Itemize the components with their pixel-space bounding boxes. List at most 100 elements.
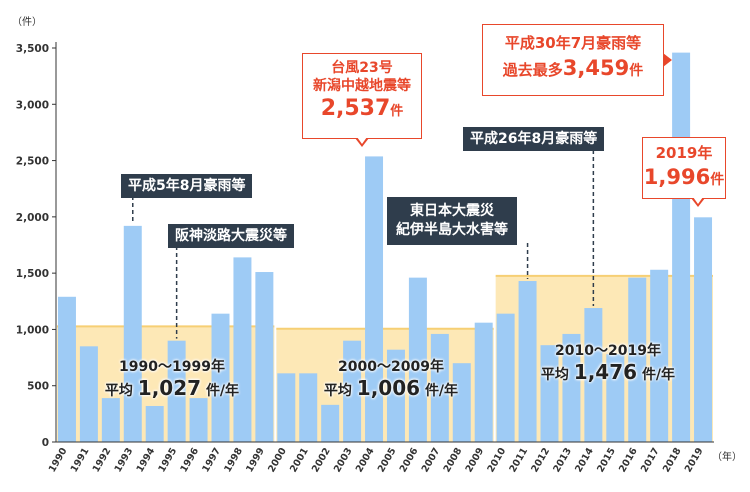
bar-2006	[408, 277, 427, 442]
x-tick-label-2007: 2007	[420, 446, 443, 474]
average-period-2000s: 2000〜2009年	[338, 359, 444, 375]
bar-2005	[386, 349, 405, 442]
y-unit-label: （件）	[12, 16, 42, 28]
x-tick-label-1990: 1990	[47, 446, 70, 475]
average-period-1990s: 1990〜1999年	[119, 359, 225, 375]
bar-2007	[430, 333, 449, 442]
x-tick-label-2006: 2006	[398, 446, 421, 475]
bar-2008	[452, 363, 471, 442]
annotation-2019-line1: 2019年	[655, 144, 713, 162]
y-tick-label-4: 2,000	[16, 212, 49, 224]
average-label-1990s: 1990〜1999年 平均 1,027 件/年	[92, 358, 252, 403]
x-tick-label-1992: 1992	[91, 446, 114, 474]
x-tick-label-1993: 1993	[113, 446, 136, 474]
x-tick-label-2008: 2008	[442, 446, 465, 475]
bar-2019	[694, 217, 713, 442]
annotation-2018-value: 3,459	[562, 56, 630, 80]
x-tick-label-2009: 2009	[464, 446, 487, 474]
x-tick-label-2016: 2016	[617, 446, 640, 475]
x-tick-label-2015: 2015	[595, 446, 618, 474]
x-tick-label-2019: 2019	[683, 446, 706, 474]
annotation-1993: 平成5年8月豪雨等	[121, 174, 253, 198]
x-tick-label-1994: 1994	[135, 446, 158, 475]
bar-2013	[562, 333, 581, 442]
bar-2017	[650, 269, 669, 442]
x-tick-label-1997: 1997	[200, 446, 223, 474]
average-suffix-2000s: 件/年	[424, 383, 459, 399]
x-tick-label-2004: 2004	[354, 446, 377, 475]
annotation-2018-unit: 件	[629, 63, 644, 79]
annotation-2011-line2: 紀伊半島大水害等	[396, 222, 508, 238]
annotation-2011-line1: 東日本大震災	[410, 203, 494, 219]
average-suffix-2010s: 件/年	[641, 367, 676, 383]
average-label-2010s: 2010〜2019年 平均 1,476 件/年	[528, 342, 688, 387]
bar-2003	[343, 340, 362, 442]
x-tick-label-2005: 2005	[376, 446, 399, 474]
y-tick-label-1: 500	[27, 381, 49, 393]
x-tick-label-2003: 2003	[332, 446, 355, 474]
average-value-2000s: 1,006	[356, 376, 421, 400]
annotation-2011: 東日本大震災 紀伊半島大水害等	[387, 197, 517, 245]
x-tick-label-2018: 2018	[661, 446, 684, 475]
bar-2012	[540, 345, 559, 442]
bar-2001	[299, 373, 318, 442]
x-tick-label-2000: 2000	[266, 446, 289, 475]
bar-1996	[189, 398, 208, 442]
x-tick-label-1998: 1998	[222, 446, 245, 475]
bar-1998	[233, 257, 252, 442]
bar-2011	[518, 281, 537, 442]
x-unit-label: （年）	[712, 450, 742, 463]
annotation-2004: 台風23号 新潟中越地震等 2,537件	[302, 53, 422, 147]
x-tick-label-2012: 2012	[529, 446, 552, 474]
y-tick-label-3: 1,500	[16, 268, 49, 280]
bar-2016	[628, 277, 647, 442]
bar-1995	[167, 340, 186, 442]
x-tick-label-2017: 2017	[639, 446, 662, 474]
bar-1997	[211, 313, 230, 442]
bar-2015	[606, 354, 625, 442]
annotation-2004-line1: 台風23号	[331, 60, 393, 76]
bar-2004	[365, 156, 384, 442]
x-tick-label-2002: 2002	[310, 446, 333, 474]
annotation-2019: 2019年 1,996件	[642, 137, 726, 207]
x-tick-label-2010: 2010	[485, 446, 508, 475]
annotation-2018: 平成30年7月豪雨等 過去最多3,459件	[482, 24, 672, 96]
annotation-2004-value: 2,537	[320, 96, 391, 121]
average-suffix-1990s: 件/年	[205, 383, 240, 399]
x-tick-label-1995: 1995	[156, 446, 179, 474]
x-tick-label-2001: 2001	[288, 446, 311, 474]
annotation-2004-line2: 新潟中越地震等	[313, 78, 411, 94]
bar-1999	[255, 272, 274, 442]
average-value-1990s: 1,027	[137, 376, 202, 400]
x-tick-label-1999: 1999	[244, 446, 267, 474]
bar-2000	[277, 373, 296, 442]
x-tick-label-2014: 2014	[573, 446, 596, 475]
bar-2009	[474, 322, 493, 442]
x-tick-label-2013: 2013	[551, 446, 574, 474]
leader-lines	[132, 150, 595, 339]
average-period-2010s: 2010〜2019年	[555, 343, 661, 359]
annotation-2019-unit: 件	[710, 172, 725, 188]
annotation-2014: 平成26年8月豪雨等	[463, 127, 605, 151]
average-prefix-2000s: 平均	[323, 383, 352, 399]
average-prefix-2010s: 平均	[540, 367, 569, 383]
annotation-2004-unit: 件	[390, 104, 404, 119]
y-tick-label-5: 2,500	[16, 156, 49, 168]
x-tick-label-2011: 2011	[507, 446, 530, 474]
x-tick-label-1996: 1996	[178, 446, 201, 475]
bar-2010	[496, 313, 515, 442]
annotation-1995: 阪神淡路大震災等	[168, 224, 294, 248]
bar-2014	[584, 308, 603, 442]
average-prefix-1990s: 平均	[104, 383, 133, 399]
y-tick-label-2: 1,000	[16, 324, 49, 336]
bar-1992	[101, 398, 120, 442]
bar-1993	[123, 225, 142, 442]
y-tick-label-0: 0	[42, 437, 49, 449]
bar-1990	[57, 296, 76, 442]
bar-1994	[145, 405, 164, 442]
annotation-2018-line1: 平成30年7月豪雨等	[504, 34, 642, 52]
average-label-2000s: 2000〜2009年 平均 1,006 件/年	[311, 358, 471, 403]
bars	[57, 52, 713, 443]
annotation-2018-prefix: 過去最多	[502, 61, 563, 79]
